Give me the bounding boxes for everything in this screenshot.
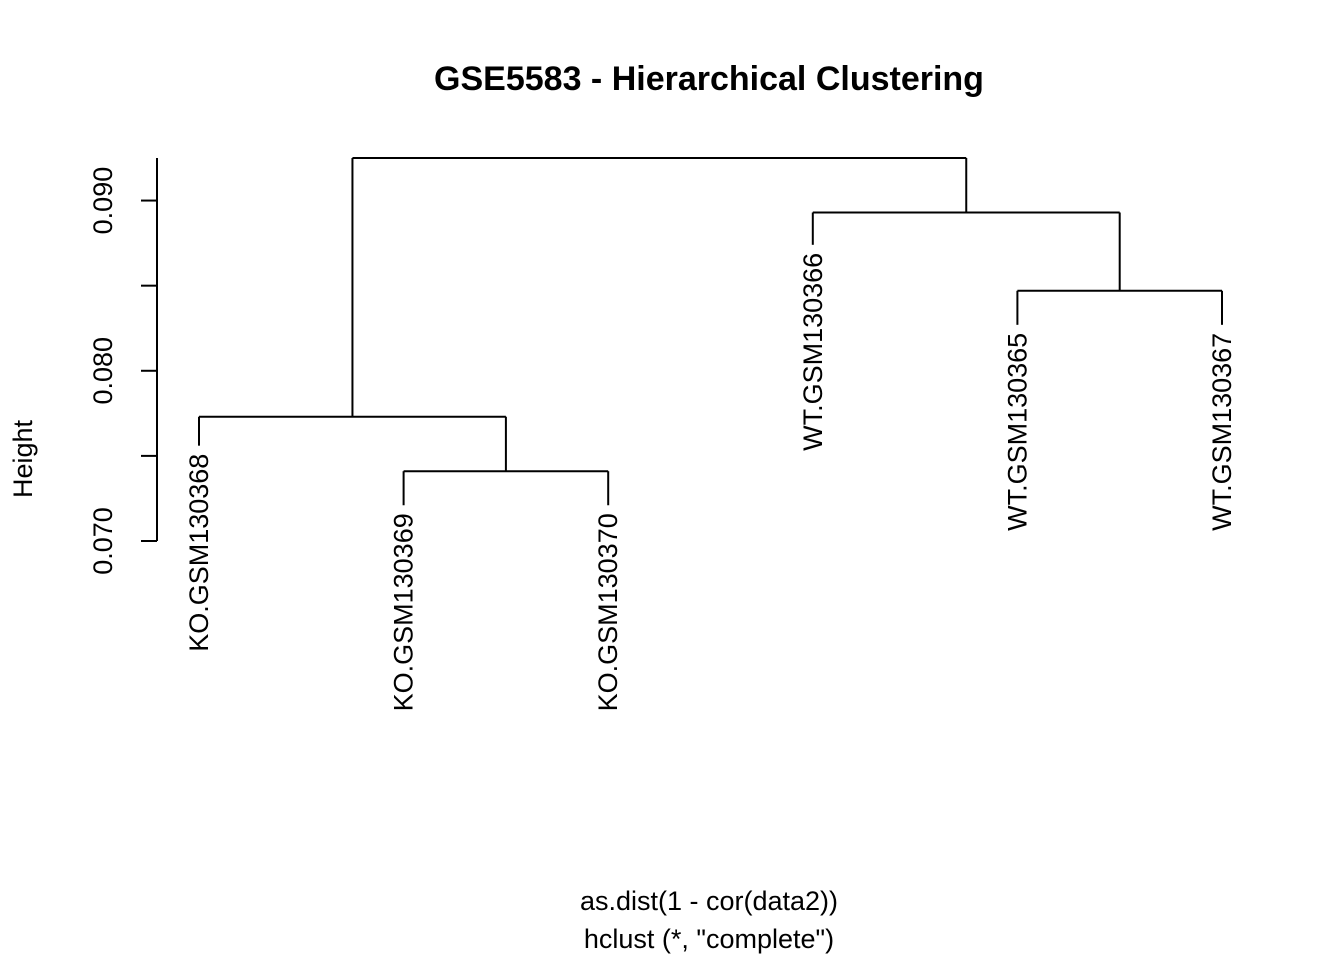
leaf-label-2: KO.GSM130370 [593,513,623,711]
dendrogram-tree [198,157,1223,506]
leaf-label-1: KO.GSM130369 [389,513,419,711]
y-tick-label: 0.090 [88,167,118,235]
x-axis-label-line-1: as.dist(1 - cor(data2)) [580,886,838,916]
chart-title: GSE5583 - Hierarchical Clustering [434,60,984,98]
y-tick-label: 0.070 [88,507,118,575]
leaf-label-4: WT.GSM130365 [1002,333,1032,531]
leaf-label-5: WT.GSM130367 [1207,333,1237,531]
x-axis-label-line-2: hclust (*, "complete") [584,924,834,954]
leaf-label-0: KO.GSM130368 [184,454,214,652]
leaf-labels: KO.GSM130368 KO.GSM130369 KO.GSM130370 WT.G… [184,253,1237,712]
y-axis-label: Height [8,419,38,498]
leaf-label-3: WT.GSM130366 [798,253,828,451]
y-axis: 0.070 0.080 0.090 [88,158,158,575]
y-tick-label: 0.080 [88,337,118,405]
